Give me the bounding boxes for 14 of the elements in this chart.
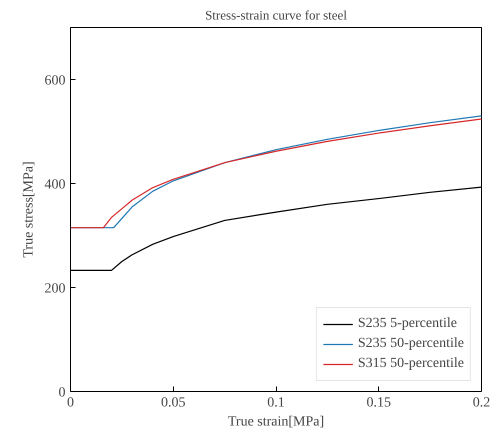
chart-title: Stress-strain curve for steel — [205, 8, 348, 22]
legend-label: S235 50-percentile — [358, 336, 464, 352]
x-tick-label: 0.1 — [267, 396, 285, 410]
legend-label: S315 50-percentile — [358, 356, 464, 372]
y-tick-label: 0 — [58, 386, 66, 400]
x-tick-label: 0.05 — [161, 396, 186, 410]
x-axis-title: True strain[MPa] — [228, 414, 324, 430]
x-tick-label: 0.2 — [472, 396, 490, 410]
y-tick-label: 600 — [44, 74, 66, 88]
y-tick-label: 200 — [44, 282, 66, 296]
y-tick-label: 400 — [44, 178, 66, 192]
x-tick-label: 0.15 — [366, 396, 391, 410]
y-axis-title: True stress[MPa] — [22, 161, 36, 258]
legend-label: S235 5-percentile — [358, 316, 457, 332]
